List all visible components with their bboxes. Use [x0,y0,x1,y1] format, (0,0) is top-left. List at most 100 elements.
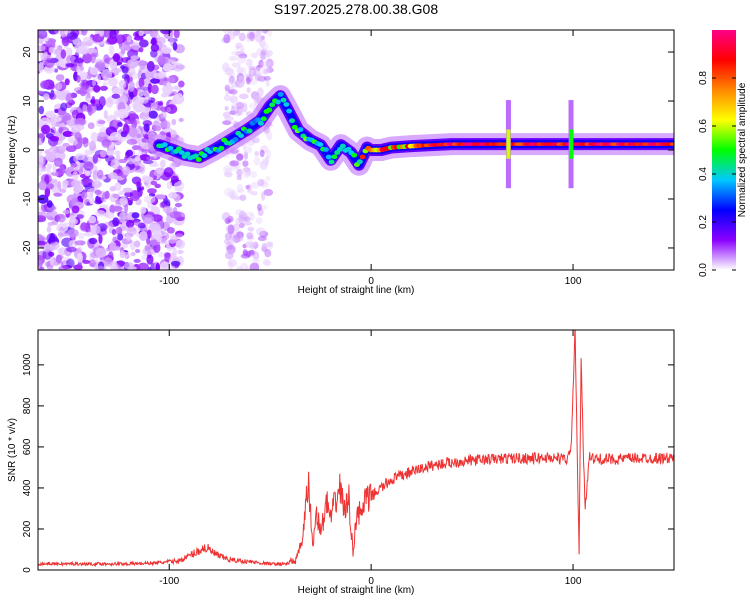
noise-blob [44,57,55,69]
noise-blob [167,59,177,68]
colorbar-scale [712,30,736,270]
ridge-cell [317,142,324,147]
noise-blob [62,209,71,215]
noise-blob [163,120,171,129]
noise-blob [108,172,118,180]
noise-blob [45,151,56,162]
noise-blob [175,239,186,249]
noise-blob [223,94,231,102]
snr-y-tick-label: 600 [22,438,33,455]
ridge-cell [277,92,284,97]
noise-blob [109,241,117,252]
noise-blob [58,265,68,270]
noise-blob [250,171,258,178]
noise-blob [250,30,260,36]
noise-blob [144,70,154,80]
noise-blob [250,52,258,59]
ridge-cell [175,146,182,152]
noise-blob [155,262,161,270]
noise-blob [246,87,251,94]
noise-blob [232,90,237,95]
ridge-cell [325,154,332,160]
noise-blob [72,124,85,131]
noise-blob [65,246,77,253]
noise-blob [257,87,264,97]
noise-blob [146,156,155,161]
noise-blob [38,170,43,176]
noise-blob [233,160,241,170]
noise-blob [259,149,265,158]
noise-blob [235,209,244,217]
ridge-cell [269,102,276,108]
noise-blob [256,48,263,56]
noise-blob [119,250,126,259]
noise-blob [126,226,137,236]
noise-blob [264,181,269,188]
noise-blob [261,42,269,51]
colorbar-tick-label: 0.4 [698,167,709,181]
noise-blob [228,77,234,86]
noise-blob [118,79,127,89]
noise-blob [92,153,98,164]
noise-blob [234,217,241,225]
noise-blob [134,155,141,162]
snr-x-label: Height of straight line (km) [298,585,415,596]
noise-blob [53,192,63,197]
ridge-cell [266,107,273,113]
noise-blob [106,147,114,157]
noise-blob [245,74,253,83]
noise-blob [111,228,117,236]
noise-blob [153,72,164,80]
noise-blob [98,30,105,37]
noise-blob [254,67,261,73]
noise-blob [92,79,97,87]
noise-blob [224,251,234,260]
noise-blob [101,139,112,147]
snr-y-tick-label: 1000 [22,353,33,376]
noise-blob [256,30,262,36]
noise-blob [76,214,84,219]
noise-blob [240,253,251,259]
noise-blob [89,67,99,76]
noise-blob [153,169,164,177]
noise-blob [65,145,77,153]
noise-blob [261,157,269,167]
noise-blob [99,150,107,158]
ridge-cell [669,142,674,146]
noise-blob [80,137,89,145]
noise-blob [46,200,53,208]
noise-blob [111,205,123,212]
noise-blob [228,75,235,84]
noise-blob [38,154,45,163]
noise-blob [262,205,268,210]
noise-blob [38,215,47,222]
noise-blob [226,215,234,223]
noise-blob [140,186,145,191]
noise-blob [231,224,238,235]
noise-blob [262,260,272,267]
noise-blob [148,110,158,119]
noise-blob [150,39,158,45]
noise-blob [112,217,120,227]
noise-blob [177,249,184,254]
spectrogram-x-tick-label: 100 [565,276,582,287]
noise-blob [150,102,158,111]
noise-blob [117,233,124,241]
noise-blob [168,239,177,244]
noise-blob [171,118,177,126]
noise-blob [159,159,166,169]
noise-blob [257,208,264,217]
noise-blob [98,96,106,108]
noise-blob [83,161,94,171]
noise-blob [147,83,153,94]
ridge-cell [257,120,264,126]
noise-blob [46,163,52,170]
noise-blob [236,66,244,75]
noise-blob [40,202,49,213]
noise-blob [244,241,254,248]
noise-blob [54,108,59,114]
snr-y-tick-label: 200 [22,520,33,537]
noise-blob [134,249,141,254]
noise-blob [66,32,79,40]
